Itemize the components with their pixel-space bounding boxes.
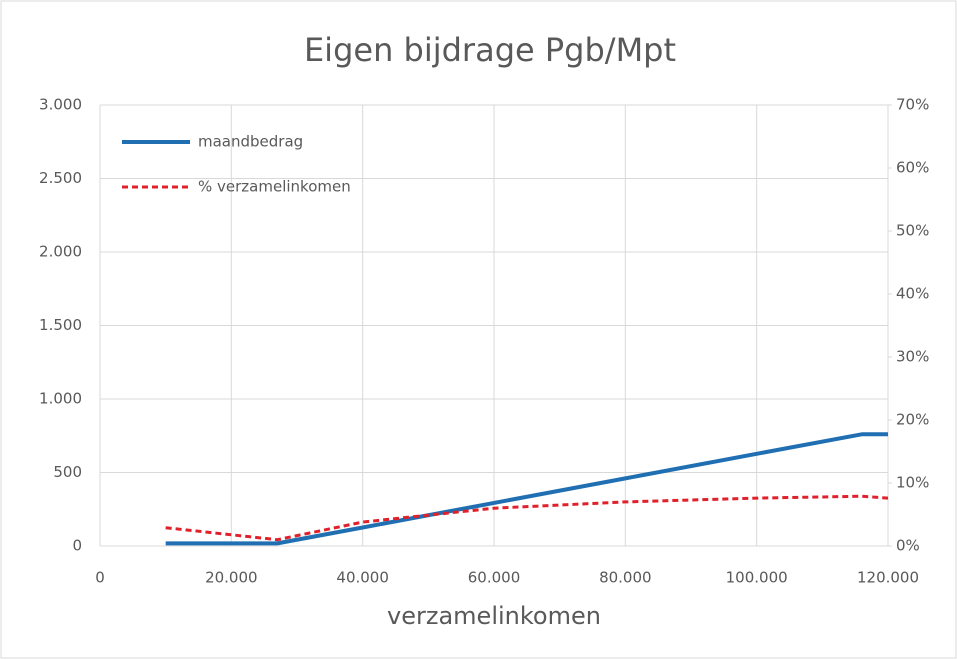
y-tick-label: 500 [53, 463, 82, 481]
series-line [165, 432, 888, 546]
legend-label: % verzamelinkomen [198, 178, 351, 196]
y2-tick-label: 40% [896, 285, 929, 303]
x-tick-label: 100.000 [726, 569, 788, 587]
series-line [165, 494, 889, 542]
y2-tick-label: 20% [896, 411, 929, 429]
y2-tick-label: 60% [896, 159, 929, 177]
legend-label: maandbedrag [198, 133, 303, 151]
y-tick-label: 2.500 [39, 169, 82, 187]
y2-tick-label: 10% [896, 474, 929, 492]
y2-tick-label: 70% [896, 96, 929, 114]
x-tick-label: 0 [95, 569, 105, 587]
y-tick-label: 3.000 [39, 96, 82, 114]
y-tick-label: 1.500 [39, 316, 82, 334]
x-tick-label: 60.000 [468, 569, 521, 587]
x-axis-title: verzamelinkomen [387, 602, 601, 630]
y-tick-label: 0 [72, 537, 82, 555]
x-tick-label: 80.000 [599, 569, 652, 587]
y2-tick-label: 0% [896, 537, 920, 555]
y-tick-label: 1.000 [39, 390, 82, 408]
y2-tick-label: 50% [896, 222, 929, 240]
y2-tick-label: 30% [896, 348, 929, 366]
y-tick-label: 2.000 [39, 243, 82, 261]
x-tick-label: 120.000 [857, 569, 919, 587]
x-tick-label: 20.000 [205, 569, 258, 587]
chart-title: Eigen bijdrage Pgb/Mpt [304, 31, 676, 69]
x-tick-label: 40.000 [336, 569, 389, 587]
